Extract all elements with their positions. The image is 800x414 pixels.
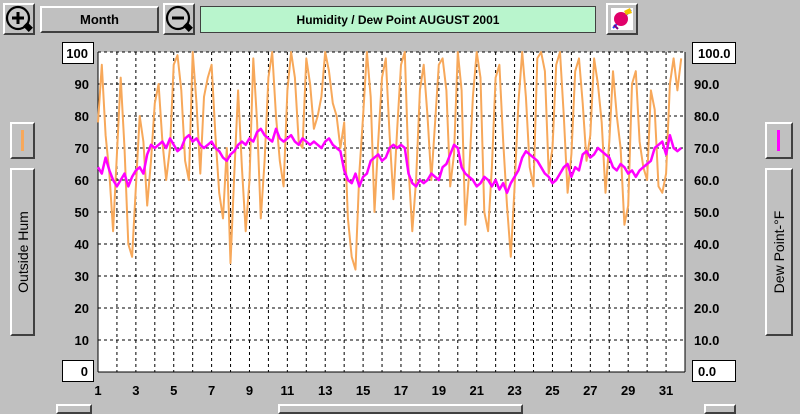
right-axis-max-input[interactable]: 100.0 [692, 42, 736, 64]
left-axis-min-input[interactable]: 0 [62, 360, 94, 382]
left-tick-label: 30 [75, 269, 89, 284]
zoom-out-magnifier-icon [165, 5, 193, 32]
left-axis-series-button[interactable]: Outside Hum [10, 168, 35, 336]
period-label: Month [80, 12, 119, 27]
x-tick-label: 27 [583, 383, 597, 398]
dew-point-line-swatch-icon [777, 130, 780, 151]
right-tick-label: 10.0 [694, 333, 719, 348]
series-group [96, 51, 683, 271]
left-tick-label: 10 [75, 333, 89, 348]
x-tick-label: 19 [432, 383, 446, 398]
humidity-line-swatch-icon [21, 130, 24, 151]
left-tick-label: 20 [75, 301, 89, 316]
x-tick-label: 1 [94, 383, 101, 398]
left-tick-label: 90 [75, 77, 89, 92]
scroll-left-button[interactable] [56, 404, 92, 414]
right-tick-label: 70.0 [694, 141, 719, 156]
dew-point-series-line [96, 127, 683, 195]
chart-title: Humidity / Dew Point AUGUST 2001 [200, 6, 596, 33]
chart-settings-button[interactable] [606, 3, 638, 35]
chart-settings-icon [611, 8, 633, 30]
zoom-out-button[interactable] [163, 3, 195, 35]
grid [97, 51, 686, 373]
zoom-in-button[interactable] [3, 3, 35, 35]
x-tick-label: 11 [280, 383, 294, 398]
right-axis-min-input[interactable]: 0.0 [692, 360, 736, 382]
x-tick-label: 13 [318, 383, 332, 398]
x-tick-label: 25 [545, 383, 559, 398]
x-tick-label: 29 [621, 383, 635, 398]
left-tick-label: 60 [75, 173, 89, 188]
x-tick-label: 5 [170, 383, 177, 398]
period-select-button[interactable]: Month [40, 6, 159, 33]
x-tick-label: 7 [208, 383, 215, 398]
humidity-color-swatch[interactable] [10, 122, 35, 159]
x-axis-ticks: 1 3 5 7 9 11 13 15 17 19 21 23 25 27 29 31 [94, 383, 673, 398]
right-axis-series-button[interactable]: Dew Point-°F [765, 168, 793, 336]
right-tick-label: 60.0 [694, 173, 719, 188]
right-tick-label: 40.0 [694, 237, 719, 252]
dew-point-color-swatch[interactable] [765, 122, 793, 159]
left-tick-label: 80 [75, 109, 89, 124]
right-tick-label: 90.0 [694, 77, 719, 92]
zoom-in-magnifier-icon [5, 5, 33, 32]
x-tick-label: 17 [394, 383, 408, 398]
left-tick-label: 70 [75, 141, 89, 156]
right-tick-label: 30.0 [694, 269, 719, 284]
x-tick-label: 21 [469, 383, 483, 398]
left-tick-label: 40 [75, 237, 89, 252]
left-axis-ticks: 90 80 70 60 50 40 30 20 10 [75, 77, 89, 348]
left-axis-max-input[interactable]: 100 [62, 42, 94, 64]
right-tick-label: 50.0 [694, 205, 719, 220]
right-tick-label: 20.0 [694, 301, 719, 316]
left-tick-label: 50 [75, 205, 89, 220]
right-tick-label: 80.0 [694, 109, 719, 124]
x-tick-label: 3 [132, 383, 139, 398]
x-tick-label: 23 [507, 383, 521, 398]
x-tick-label: 15 [356, 383, 370, 398]
x-tick-label: 31 [659, 383, 673, 398]
humidity-series-line [97, 51, 683, 271]
x-tick-label: 9 [246, 383, 253, 398]
scrollbar-thumb[interactable] [278, 404, 523, 414]
right-axis-ticks: 90.0 80.0 70.0 60.0 50.0 40.0 30.0 20.0 10.0 [694, 77, 719, 348]
scroll-right-button[interactable] [704, 404, 736, 414]
